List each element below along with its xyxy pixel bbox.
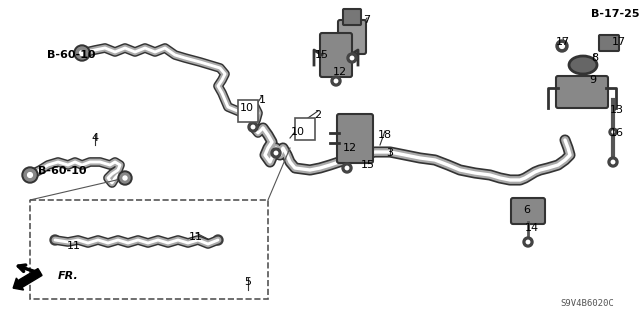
Circle shape: [342, 163, 352, 173]
Text: FR.: FR.: [58, 271, 79, 281]
FancyBboxPatch shape: [599, 35, 619, 51]
Circle shape: [123, 176, 127, 180]
Circle shape: [333, 78, 339, 84]
FancyBboxPatch shape: [343, 9, 361, 25]
Text: 12: 12: [343, 143, 357, 153]
Circle shape: [74, 45, 90, 61]
Circle shape: [28, 173, 33, 177]
Circle shape: [22, 167, 38, 183]
Circle shape: [331, 76, 341, 86]
Circle shape: [120, 173, 130, 183]
Circle shape: [216, 238, 221, 242]
Text: 14: 14: [525, 223, 539, 233]
FancyArrow shape: [13, 269, 42, 290]
Text: B-60-10: B-60-10: [38, 166, 86, 176]
Circle shape: [52, 238, 58, 242]
Text: B-60-10: B-60-10: [47, 50, 95, 60]
Text: 7: 7: [364, 15, 371, 25]
Circle shape: [50, 235, 60, 245]
Bar: [295, 118, 315, 140]
Text: 11: 11: [67, 241, 81, 251]
Circle shape: [609, 128, 617, 136]
Ellipse shape: [569, 56, 597, 74]
Text: 8: 8: [591, 53, 598, 63]
FancyBboxPatch shape: [511, 198, 545, 224]
FancyBboxPatch shape: [556, 76, 608, 108]
Bar: [238, 100, 258, 122]
Bar: [30, 200, 268, 299]
FancyBboxPatch shape: [337, 114, 373, 163]
Circle shape: [118, 171, 132, 185]
Text: 1: 1: [259, 95, 266, 105]
Text: 4: 4: [92, 133, 99, 143]
Circle shape: [611, 130, 615, 134]
Circle shape: [248, 122, 258, 132]
Circle shape: [559, 43, 565, 49]
Text: 2: 2: [314, 110, 321, 120]
Text: 13: 13: [610, 105, 624, 115]
Circle shape: [556, 40, 568, 52]
Circle shape: [525, 240, 531, 244]
FancyBboxPatch shape: [338, 20, 366, 54]
Circle shape: [344, 166, 349, 170]
Text: 6: 6: [524, 205, 531, 215]
Text: 9: 9: [589, 75, 596, 85]
Text: S9V4B6020C: S9V4B6020C: [560, 299, 614, 308]
Text: 15: 15: [315, 50, 329, 60]
Circle shape: [271, 148, 281, 158]
Text: 10: 10: [291, 127, 305, 137]
Text: 12: 12: [333, 67, 347, 77]
Text: 17: 17: [612, 37, 626, 47]
Circle shape: [347, 53, 357, 63]
Text: 5: 5: [244, 277, 252, 287]
Circle shape: [608, 157, 618, 167]
Circle shape: [24, 169, 36, 181]
Circle shape: [79, 51, 84, 56]
Text: 3: 3: [387, 148, 394, 158]
Text: 11: 11: [189, 232, 203, 242]
Text: B-17-25: B-17-25: [591, 9, 639, 19]
Circle shape: [76, 47, 88, 59]
Circle shape: [349, 56, 355, 61]
Text: 18: 18: [378, 130, 392, 140]
Text: 17: 17: [556, 37, 570, 47]
Text: 16: 16: [610, 128, 624, 138]
Text: 10: 10: [240, 103, 254, 113]
FancyBboxPatch shape: [320, 33, 352, 77]
Text: 15: 15: [361, 160, 375, 170]
Circle shape: [213, 235, 223, 245]
Circle shape: [523, 237, 533, 247]
Circle shape: [273, 151, 278, 155]
Circle shape: [611, 160, 616, 165]
Circle shape: [250, 124, 255, 130]
